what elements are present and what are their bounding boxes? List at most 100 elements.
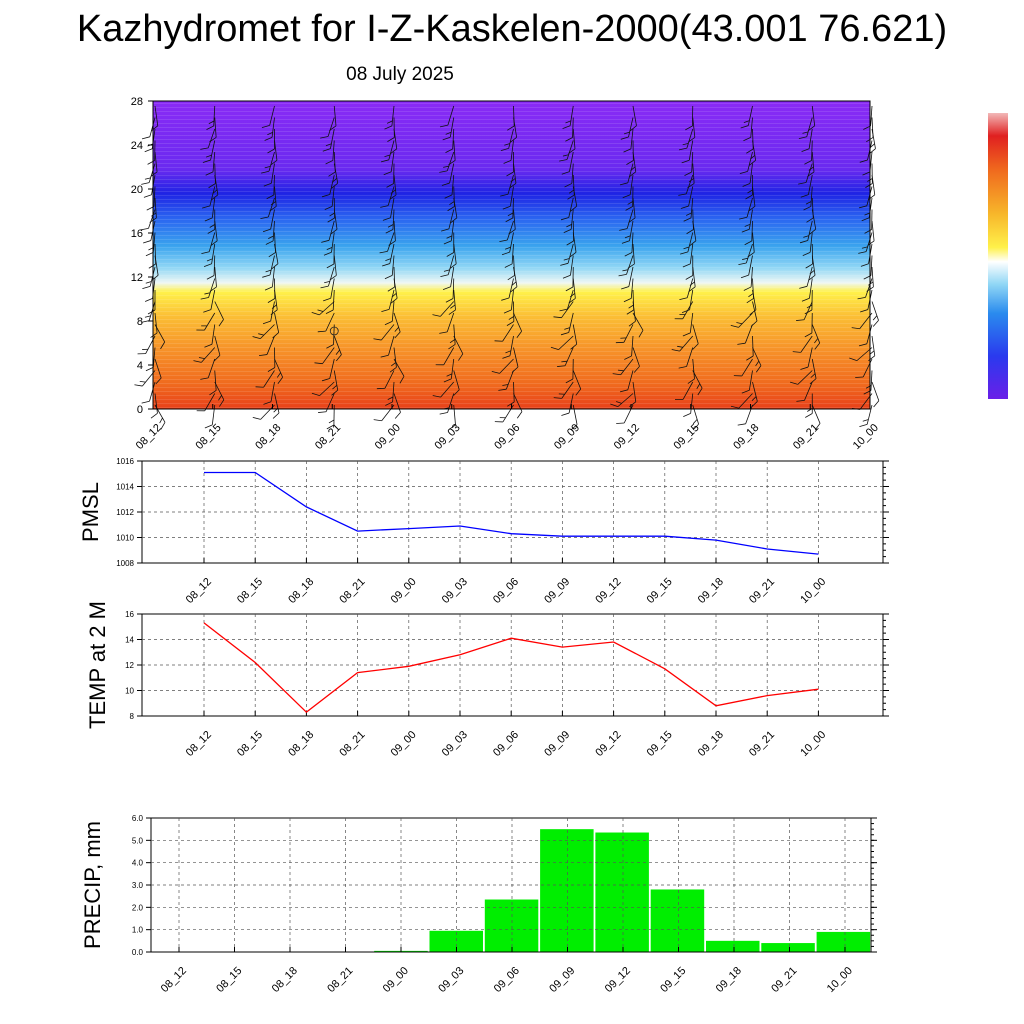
wind-barb-feather (802, 252, 811, 257)
wind-barb-staff (319, 381, 335, 396)
wind-barb (750, 301, 758, 327)
wind-barb (326, 243, 335, 269)
wind-barb-feather (741, 228, 750, 233)
wind-barb (209, 266, 217, 292)
wind-barb-staff (752, 335, 754, 357)
wind-barb (323, 278, 335, 302)
wind-barb-feather (311, 392, 320, 397)
wind-barb-staff (271, 117, 275, 138)
pmsl-panel: 1008 1010 1012 1014 1016 08_12 08_15 08_18 08_2… (78, 457, 889, 606)
ytick-label: 8 (130, 712, 135, 721)
wind-barb-staff (453, 324, 456, 345)
wind-barb-feather (867, 240, 875, 246)
wind-barb-staff (568, 197, 574, 218)
wind-barb-feather (320, 285, 329, 289)
wind-barb-staff (632, 243, 635, 264)
wind-barb-staff (446, 312, 455, 333)
wind-barb (506, 301, 515, 326)
wind-barb-feather (507, 212, 514, 217)
wind-barb-feather (623, 148, 632, 153)
wind-barb-feather (568, 189, 575, 194)
wind-barb-feather (389, 194, 397, 200)
wind-barb-feather (511, 281, 517, 286)
wind-barb-feather (193, 360, 202, 363)
wind-barb-staff (273, 174, 275, 196)
wind-barb-staff (446, 151, 455, 172)
wind-barb (381, 289, 395, 312)
wind-barb-staff (148, 209, 156, 229)
wind-barb-feather (696, 383, 701, 389)
wind-barb (871, 301, 879, 327)
wind-barb-feather (200, 297, 209, 300)
xtick-label: 09_03 (440, 576, 470, 606)
wind-barb (553, 381, 574, 399)
wind-barb-feather (798, 182, 807, 185)
wind-barb (741, 370, 753, 394)
wind-barb-staff (214, 335, 221, 356)
wind-barb-feather (686, 212, 692, 216)
wind-barb-feather (633, 366, 640, 373)
ytick-label: 5.0 (132, 836, 144, 845)
wind-barb-feather (387, 224, 394, 228)
xtick-label: 09_03 (436, 965, 466, 995)
wind-barb (565, 266, 574, 292)
wind-barb-feather (687, 183, 695, 189)
wind-barb (858, 186, 873, 209)
wind-barb-feather (443, 165, 449, 168)
wind-barb-staff (811, 358, 817, 379)
wind-barb-staff (744, 324, 753, 344)
wind-barb-feather (510, 178, 516, 183)
wind-barb (505, 197, 514, 223)
wind-barb-feather (621, 240, 630, 244)
wind-barb-feather (141, 136, 150, 140)
ytick-label: 12 (125, 661, 134, 670)
wind-barb (553, 301, 574, 319)
wind-barb-staff (509, 335, 514, 356)
wind-barb-feather (385, 401, 393, 406)
wind-barb (210, 220, 218, 246)
wind-barb-feather (317, 309, 324, 312)
wind-barb (333, 335, 342, 362)
wind-barb-staff (440, 381, 455, 398)
wind-barb (500, 174, 514, 197)
wind-barb-feather (683, 246, 690, 250)
wind-barb-feather (212, 189, 218, 194)
wind-barb (682, 243, 694, 268)
precip-panel: 0.0 1.0 2.0 3.0 4.0 5.0 6.0 08_12 08_15 08_18 08_… (80, 814, 877, 995)
wind-barb-staff (620, 358, 634, 376)
wind-barb-feather (505, 246, 511, 250)
wind-barb (151, 105, 159, 132)
wind-barb (150, 312, 158, 338)
wind-barb-feather (150, 332, 158, 338)
wind-barb-feather (324, 206, 333, 211)
wind-barb (684, 151, 694, 176)
wind-barb-feather (751, 401, 758, 408)
wind-barb (321, 174, 335, 198)
wind-barb (619, 370, 634, 393)
wind-barb (263, 163, 275, 187)
wind-barb-feather (331, 182, 338, 189)
wind-barb (809, 358, 817, 385)
wind-barb-staff (808, 174, 813, 195)
wind-barb-feather (504, 143, 510, 146)
wind-barb-feather (619, 228, 628, 231)
wind-barb-staff (270, 163, 275, 184)
wind-barb-feather (204, 292, 211, 295)
wind-barb-staff (453, 186, 455, 207)
ytick-label: 1016 (116, 457, 134, 466)
wind-barb-staff (686, 347, 694, 367)
wind-barb-staff (567, 243, 574, 264)
wind-barb-feather (849, 357, 858, 361)
wind-barb-feather (803, 206, 812, 211)
wind-barb-feather (494, 421, 503, 423)
wind-barb-feather (561, 360, 568, 363)
wind-barb (679, 278, 694, 301)
wind-barb-feather (563, 258, 570, 261)
wind-barb-staff (211, 324, 216, 345)
wind-barb-staff (325, 312, 335, 332)
wind-barb-feather (741, 389, 750, 394)
wind-barb-staff (440, 301, 455, 317)
wind-barb-staff (749, 163, 753, 184)
wind-barb-feather (868, 194, 876, 201)
wind-barb-staff (214, 381, 225, 401)
